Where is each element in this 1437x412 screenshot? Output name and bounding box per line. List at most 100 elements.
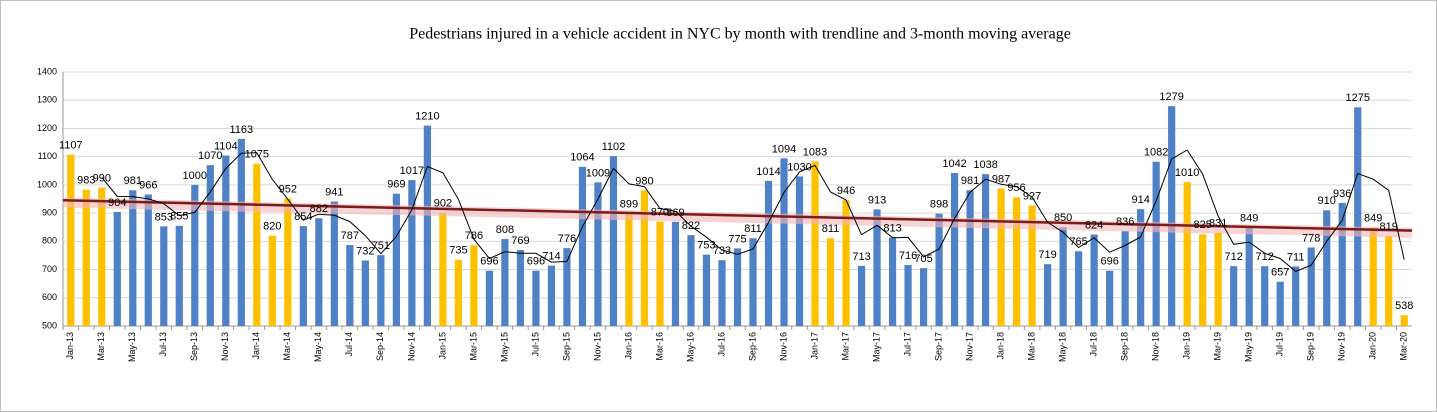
bar	[1121, 231, 1129, 326]
data-label: 705	[914, 253, 932, 265]
bar	[1044, 264, 1052, 326]
bar	[470, 245, 478, 326]
bar	[1090, 234, 1098, 326]
y-tick-label: 1300	[37, 95, 57, 105]
bar	[1168, 106, 1176, 326]
data-label: 735	[449, 245, 467, 257]
bar	[1199, 234, 1207, 326]
data-label: 1102	[602, 141, 626, 153]
bar	[423, 125, 431, 326]
bar	[811, 161, 819, 326]
x-tick-label: Sep-18	[1120, 332, 1130, 361]
x-tick-label: Nov-13	[220, 332, 230, 361]
bar	[997, 188, 1005, 326]
x-tick-label: Jul-16	[716, 332, 726, 357]
x-tick-label: Jul-14	[344, 332, 354, 357]
data-label: 696	[480, 256, 498, 268]
data-label: 1163	[229, 124, 253, 136]
bar	[702, 254, 711, 326]
data-label: 787	[341, 230, 359, 242]
bar	[1369, 227, 1377, 326]
bar	[857, 265, 866, 326]
bar	[377, 255, 385, 326]
bar	[237, 138, 245, 326]
data-label: 831	[1209, 217, 1227, 229]
x-tick-label: May-13	[127, 332, 137, 362]
x-tick-label: May-14	[313, 332, 323, 362]
y-tick-label: 900	[42, 207, 57, 217]
chart-title: Pedestrians injured in a vehicle acciden…	[409, 26, 1071, 43]
data-label: 733	[713, 245, 731, 257]
bar	[516, 250, 525, 326]
x-tick-label: Jan-19	[1182, 332, 1192, 360]
data-label: 1279	[1159, 91, 1183, 103]
bar	[284, 198, 292, 326]
bar	[904, 265, 912, 326]
data-label: 824	[1085, 219, 1103, 231]
bar	[671, 221, 680, 326]
x-tick-label: May-16	[685, 332, 695, 362]
data-label: 825	[1193, 219, 1211, 231]
bar	[733, 248, 742, 326]
data-label: 983	[77, 175, 95, 187]
y-tick-label: 1400	[37, 66, 57, 76]
data-label: 1010	[1175, 167, 1199, 179]
data-label: 1038	[973, 159, 997, 171]
data-label: 980	[635, 175, 653, 187]
x-tick-label: Nov-14	[406, 332, 416, 361]
bar	[888, 237, 897, 326]
data-label: 696	[527, 256, 545, 268]
bar	[315, 218, 323, 326]
bar	[640, 190, 649, 326]
bar	[175, 225, 183, 326]
bar	[919, 268, 928, 326]
bar	[1276, 281, 1284, 326]
x-tick-label: Jan-20	[1368, 332, 1378, 360]
data-label: 813	[883, 223, 901, 235]
data-label: 811	[822, 223, 840, 235]
bar	[1292, 266, 1300, 326]
x-tick-label: Mar-14	[282, 332, 292, 361]
data-label: 712	[1256, 251, 1274, 263]
data-label: 990	[93, 173, 111, 185]
bar	[795, 176, 804, 326]
x-tick-label: Jan-13	[65, 332, 75, 360]
data-label: 969	[387, 179, 405, 191]
x-tick-label: Jul-17	[902, 332, 912, 357]
x-tick-label: May-17	[871, 332, 881, 362]
bar	[609, 156, 618, 326]
bar	[485, 270, 494, 326]
bar	[1261, 266, 1269, 326]
data-label: 941	[325, 186, 343, 198]
bar	[950, 173, 959, 326]
bar	[749, 238, 757, 326]
data-label: 716	[899, 250, 917, 262]
data-label: 902	[434, 197, 452, 209]
bar	[330, 201, 338, 326]
x-tick-label: Mar-16	[654, 332, 664, 361]
data-label: 1064	[570, 152, 594, 164]
data-label: 1275	[1345, 92, 1369, 104]
data-label: 820	[263, 221, 281, 233]
x-tick-label: Mar-20	[1399, 332, 1409, 361]
x-tick-label: Mar-15	[468, 332, 478, 361]
bar	[966, 190, 974, 326]
data-label: 1075	[245, 149, 269, 161]
data-label: 899	[620, 198, 638, 210]
data-label: 913	[868, 194, 886, 206]
x-tick-label: Nov-15	[592, 332, 602, 361]
data-label: 898	[930, 199, 948, 211]
moving-average	[101, 149, 1405, 272]
x-tick-label: Mar-17	[840, 332, 850, 361]
bar	[1106, 270, 1114, 326]
bar	[129, 190, 137, 326]
bar	[113, 211, 121, 326]
data-label: 776	[558, 233, 576, 245]
y-tick-label: 1200	[37, 123, 57, 133]
bar	[594, 182, 602, 326]
x-tick-label: Jul-15	[530, 332, 540, 357]
y-tick-label: 1000	[37, 179, 57, 189]
data-label: 1104	[214, 140, 238, 152]
data-label: 855	[170, 211, 188, 223]
